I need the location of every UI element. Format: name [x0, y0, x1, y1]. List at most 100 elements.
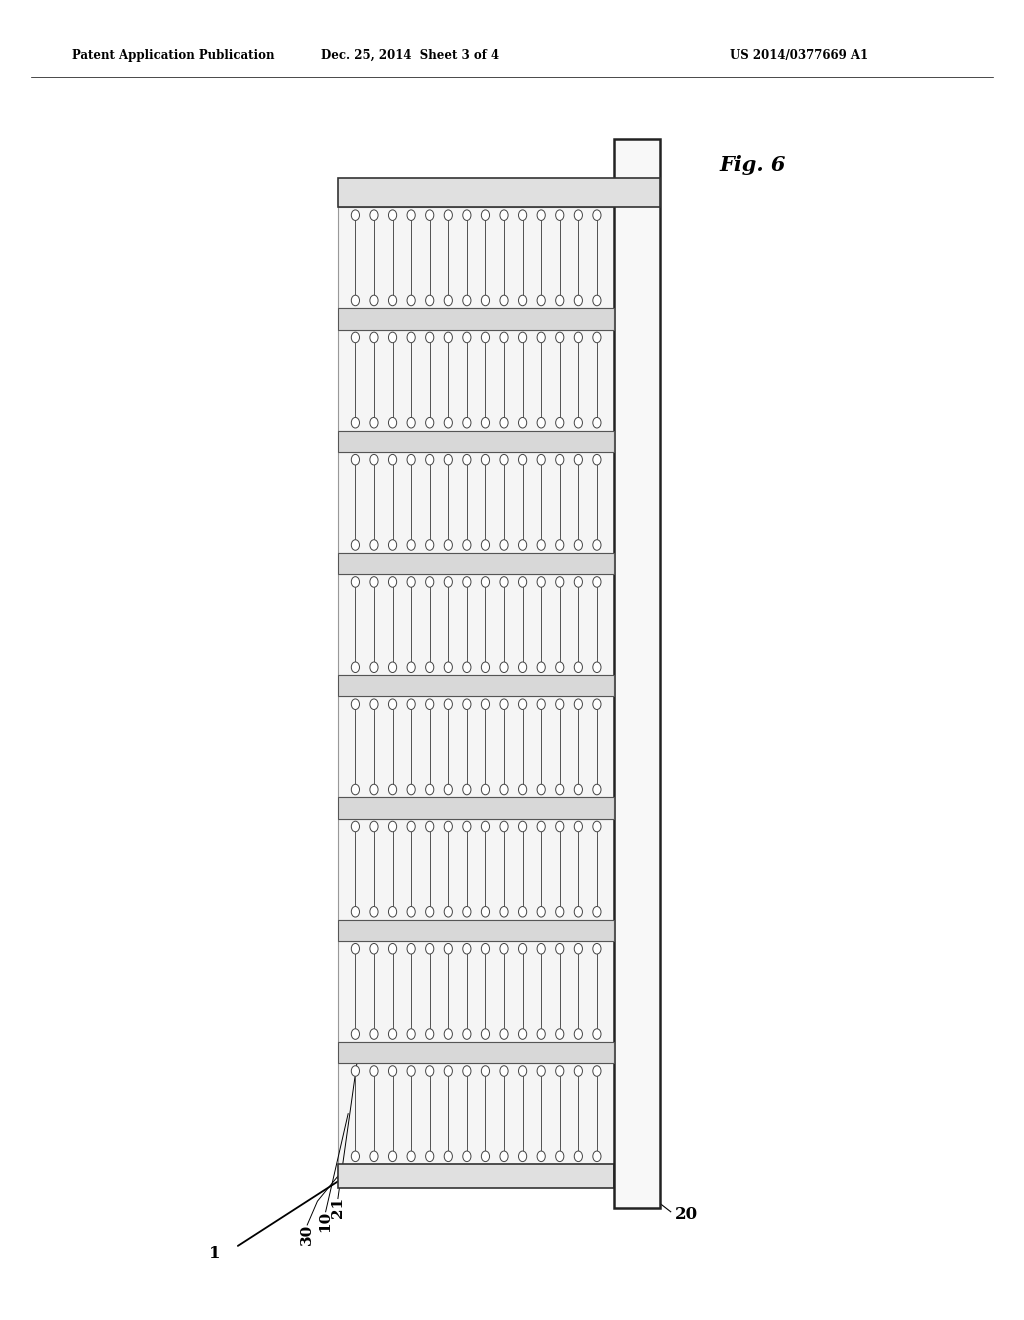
Circle shape — [388, 700, 396, 710]
Circle shape — [444, 1065, 453, 1076]
Circle shape — [463, 540, 471, 550]
Circle shape — [537, 1028, 545, 1039]
Circle shape — [500, 944, 508, 954]
Circle shape — [408, 454, 416, 465]
Circle shape — [537, 454, 545, 465]
Bar — [338, 451, 614, 553]
Circle shape — [408, 1028, 416, 1039]
Text: 1: 1 — [209, 1246, 221, 1262]
Circle shape — [351, 417, 359, 428]
Circle shape — [500, 296, 508, 306]
Bar — [338, 553, 614, 574]
Circle shape — [463, 700, 471, 710]
Circle shape — [388, 1065, 396, 1076]
Circle shape — [593, 296, 601, 306]
Circle shape — [463, 210, 471, 220]
Circle shape — [574, 1028, 583, 1039]
Circle shape — [593, 784, 601, 795]
Circle shape — [574, 663, 583, 672]
Text: 21: 21 — [331, 1197, 345, 1218]
Circle shape — [518, 821, 526, 832]
Circle shape — [426, 296, 434, 306]
Circle shape — [463, 1065, 471, 1076]
Circle shape — [463, 907, 471, 917]
Circle shape — [537, 296, 545, 306]
Circle shape — [351, 577, 359, 587]
Circle shape — [593, 944, 601, 954]
Circle shape — [500, 1151, 508, 1162]
Circle shape — [593, 540, 601, 550]
Circle shape — [351, 663, 359, 672]
Circle shape — [556, 333, 564, 343]
Circle shape — [426, 1151, 434, 1162]
Circle shape — [426, 821, 434, 832]
Text: 30: 30 — [300, 1224, 314, 1245]
Circle shape — [463, 821, 471, 832]
Circle shape — [481, 1028, 489, 1039]
Circle shape — [370, 540, 378, 550]
Circle shape — [408, 784, 416, 795]
Bar — [338, 430, 614, 451]
Circle shape — [481, 210, 489, 220]
Circle shape — [537, 1151, 545, 1162]
Circle shape — [574, 907, 583, 917]
Bar — [338, 697, 614, 797]
Circle shape — [351, 296, 359, 306]
Circle shape — [593, 821, 601, 832]
Circle shape — [537, 944, 545, 954]
Circle shape — [500, 663, 508, 672]
Circle shape — [426, 210, 434, 220]
Circle shape — [370, 784, 378, 795]
Circle shape — [574, 540, 583, 550]
Circle shape — [351, 1065, 359, 1076]
Circle shape — [351, 540, 359, 550]
Circle shape — [481, 577, 489, 587]
Circle shape — [351, 821, 359, 832]
Circle shape — [463, 577, 471, 587]
Circle shape — [370, 1028, 378, 1039]
Circle shape — [518, 1028, 526, 1039]
Circle shape — [408, 540, 416, 550]
Bar — [338, 207, 614, 309]
Circle shape — [408, 333, 416, 343]
Circle shape — [556, 577, 564, 587]
Circle shape — [556, 1065, 564, 1076]
Circle shape — [463, 663, 471, 672]
Circle shape — [388, 907, 396, 917]
Circle shape — [481, 1151, 489, 1162]
Circle shape — [500, 784, 508, 795]
Circle shape — [574, 333, 583, 343]
Circle shape — [444, 1028, 453, 1039]
Circle shape — [537, 907, 545, 917]
Circle shape — [408, 1065, 416, 1076]
Circle shape — [370, 700, 378, 710]
Circle shape — [370, 907, 378, 917]
Circle shape — [500, 454, 508, 465]
Circle shape — [593, 577, 601, 587]
Bar — [338, 330, 614, 430]
Circle shape — [574, 577, 583, 587]
Circle shape — [481, 1065, 489, 1076]
Circle shape — [481, 821, 489, 832]
Circle shape — [556, 540, 564, 550]
Circle shape — [426, 700, 434, 710]
Circle shape — [463, 296, 471, 306]
Circle shape — [481, 663, 489, 672]
Circle shape — [537, 784, 545, 795]
Circle shape — [537, 1065, 545, 1076]
Circle shape — [556, 700, 564, 710]
Circle shape — [574, 1065, 583, 1076]
Circle shape — [370, 1151, 378, 1162]
Circle shape — [481, 700, 489, 710]
Circle shape — [444, 417, 453, 428]
Circle shape — [444, 454, 453, 465]
Circle shape — [463, 454, 471, 465]
Circle shape — [408, 907, 416, 917]
Circle shape — [537, 821, 545, 832]
Text: Fig. 6: Fig. 6 — [720, 154, 785, 176]
Circle shape — [351, 907, 359, 917]
Circle shape — [574, 417, 583, 428]
Circle shape — [500, 417, 508, 428]
Text: Patent Application Publication: Patent Application Publication — [72, 49, 274, 62]
Circle shape — [444, 210, 453, 220]
